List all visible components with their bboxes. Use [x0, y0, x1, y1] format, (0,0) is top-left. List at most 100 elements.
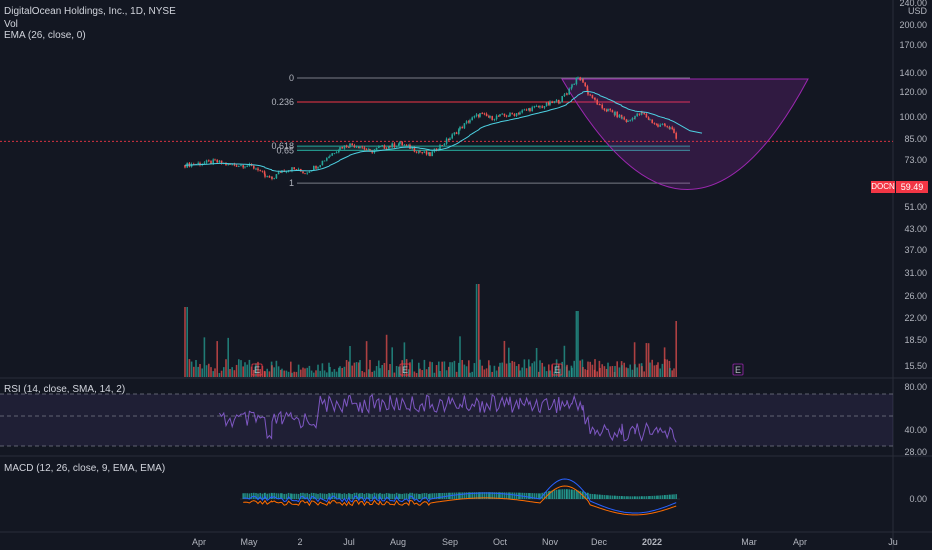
candle-body — [415, 151, 418, 153]
macd-hist-bar — [328, 493, 330, 499]
ema-line — [185, 91, 703, 172]
macd-hist-bar — [411, 492, 413, 499]
volume-legend[interactable]: Vol — [4, 19, 18, 30]
candle-body — [601, 104, 603, 109]
candle-body — [616, 111, 618, 118]
volume-bar — [319, 370, 321, 377]
volume-bar — [244, 362, 246, 377]
candle-body — [499, 114, 501, 117]
volume-bar — [388, 370, 390, 377]
candle-body — [266, 176, 268, 177]
earnings-marker — [732, 363, 744, 376]
macd-legend[interactable]: MACD (12, 26, close, 9, EMA, EMA) — [4, 463, 166, 474]
symbol-legend[interactable]: DigitalOcean Holdings, Inc., 1D, NYSE — [4, 6, 176, 17]
ema-legend[interactable]: EMA (26, close, 0) — [4, 30, 86, 41]
candle-body — [627, 120, 629, 122]
volume-bar — [385, 334, 388, 377]
volume-bar — [291, 372, 293, 377]
volume-bar — [418, 362, 420, 377]
fib-level-label: 0.236 — [271, 97, 294, 107]
volume-bar — [675, 321, 677, 377]
macd-hist-bar — [488, 492, 490, 499]
volume-bar — [335, 371, 338, 377]
volume-bar — [589, 361, 591, 377]
volume-bar — [317, 364, 319, 377]
volume-bar — [363, 372, 366, 377]
candle-body — [259, 170, 261, 171]
candle-body — [582, 79, 584, 83]
macd-hist-bar — [643, 496, 645, 499]
macd-hist-bar — [675, 494, 677, 499]
volume-bar — [233, 370, 236, 377]
volume-bar — [528, 359, 530, 377]
candle-body — [333, 153, 336, 154]
candle-body — [548, 102, 550, 105]
volume-bar — [511, 360, 513, 377]
candle-body — [579, 77, 581, 81]
candle-body — [261, 170, 264, 172]
macd-hist-bar — [268, 493, 271, 499]
macd-hist-bar — [349, 493, 351, 499]
volume-bar — [415, 372, 418, 377]
volume-bar — [603, 366, 606, 377]
volume-bar — [657, 362, 659, 377]
volume-bar — [525, 368, 528, 377]
volume-bar — [669, 368, 671, 377]
macd-line — [243, 478, 677, 514]
macd-hist-bar — [418, 493, 420, 499]
candle-body — [257, 168, 259, 171]
volume-bar — [591, 364, 594, 377]
volume-bar — [368, 369, 370, 377]
volume-bar — [531, 363, 533, 377]
volume-bar — [503, 340, 506, 377]
macd-hist-bar — [280, 493, 282, 499]
volume-bar — [577, 311, 579, 377]
earnings-marker-label: E — [554, 365, 560, 375]
volume-bar — [633, 342, 636, 377]
volume-bar — [231, 367, 233, 377]
volume-bar — [369, 359, 371, 377]
candle-body — [649, 119, 651, 121]
candle-body — [389, 146, 391, 148]
macd-hist-bar — [659, 495, 661, 499]
rsi-axis-tick: 40.00 — [904, 425, 927, 435]
candle-body — [570, 87, 573, 89]
candle-body — [463, 123, 466, 129]
macd-hist-bar — [363, 493, 366, 499]
candle-body — [485, 113, 488, 117]
volume-bar — [478, 284, 480, 377]
macd-hist-bar — [381, 493, 383, 499]
earnings-marker-label: E — [735, 365, 741, 375]
macd-hist-bar — [413, 493, 416, 499]
candle-body — [383, 145, 386, 149]
candle-body — [501, 113, 503, 115]
macd-hist-bar — [566, 489, 568, 499]
candle-body — [220, 160, 223, 164]
volume-bar — [582, 367, 584, 377]
volume-bar — [333, 369, 336, 377]
volume-bar — [498, 366, 500, 377]
candle-body — [603, 108, 606, 110]
fib-level-label: 0.618 — [271, 141, 294, 151]
macd-hist-bar — [638, 496, 641, 499]
macd-hist-bar — [465, 492, 468, 499]
candle-body — [413, 147, 416, 152]
candle-body — [587, 90, 589, 95]
volume-bar — [242, 366, 244, 377]
candle-body — [343, 145, 346, 149]
macd-hist-bar — [631, 496, 634, 499]
rsi-legend[interactable]: RSI (14, close, SMA, 14, 2) — [4, 384, 126, 395]
fib-level-label: 1 — [289, 178, 294, 188]
volume-bar — [555, 359, 558, 377]
candle-body — [541, 106, 543, 108]
candle-body — [365, 149, 368, 151]
volume-bar — [257, 361, 259, 377]
macd-hist-bar — [553, 490, 556, 499]
candle-body — [461, 127, 463, 129]
volume-bar — [361, 370, 363, 377]
macd-hist-bar — [293, 493, 295, 499]
candle-body — [348, 147, 350, 148]
volume-bar — [541, 362, 543, 377]
